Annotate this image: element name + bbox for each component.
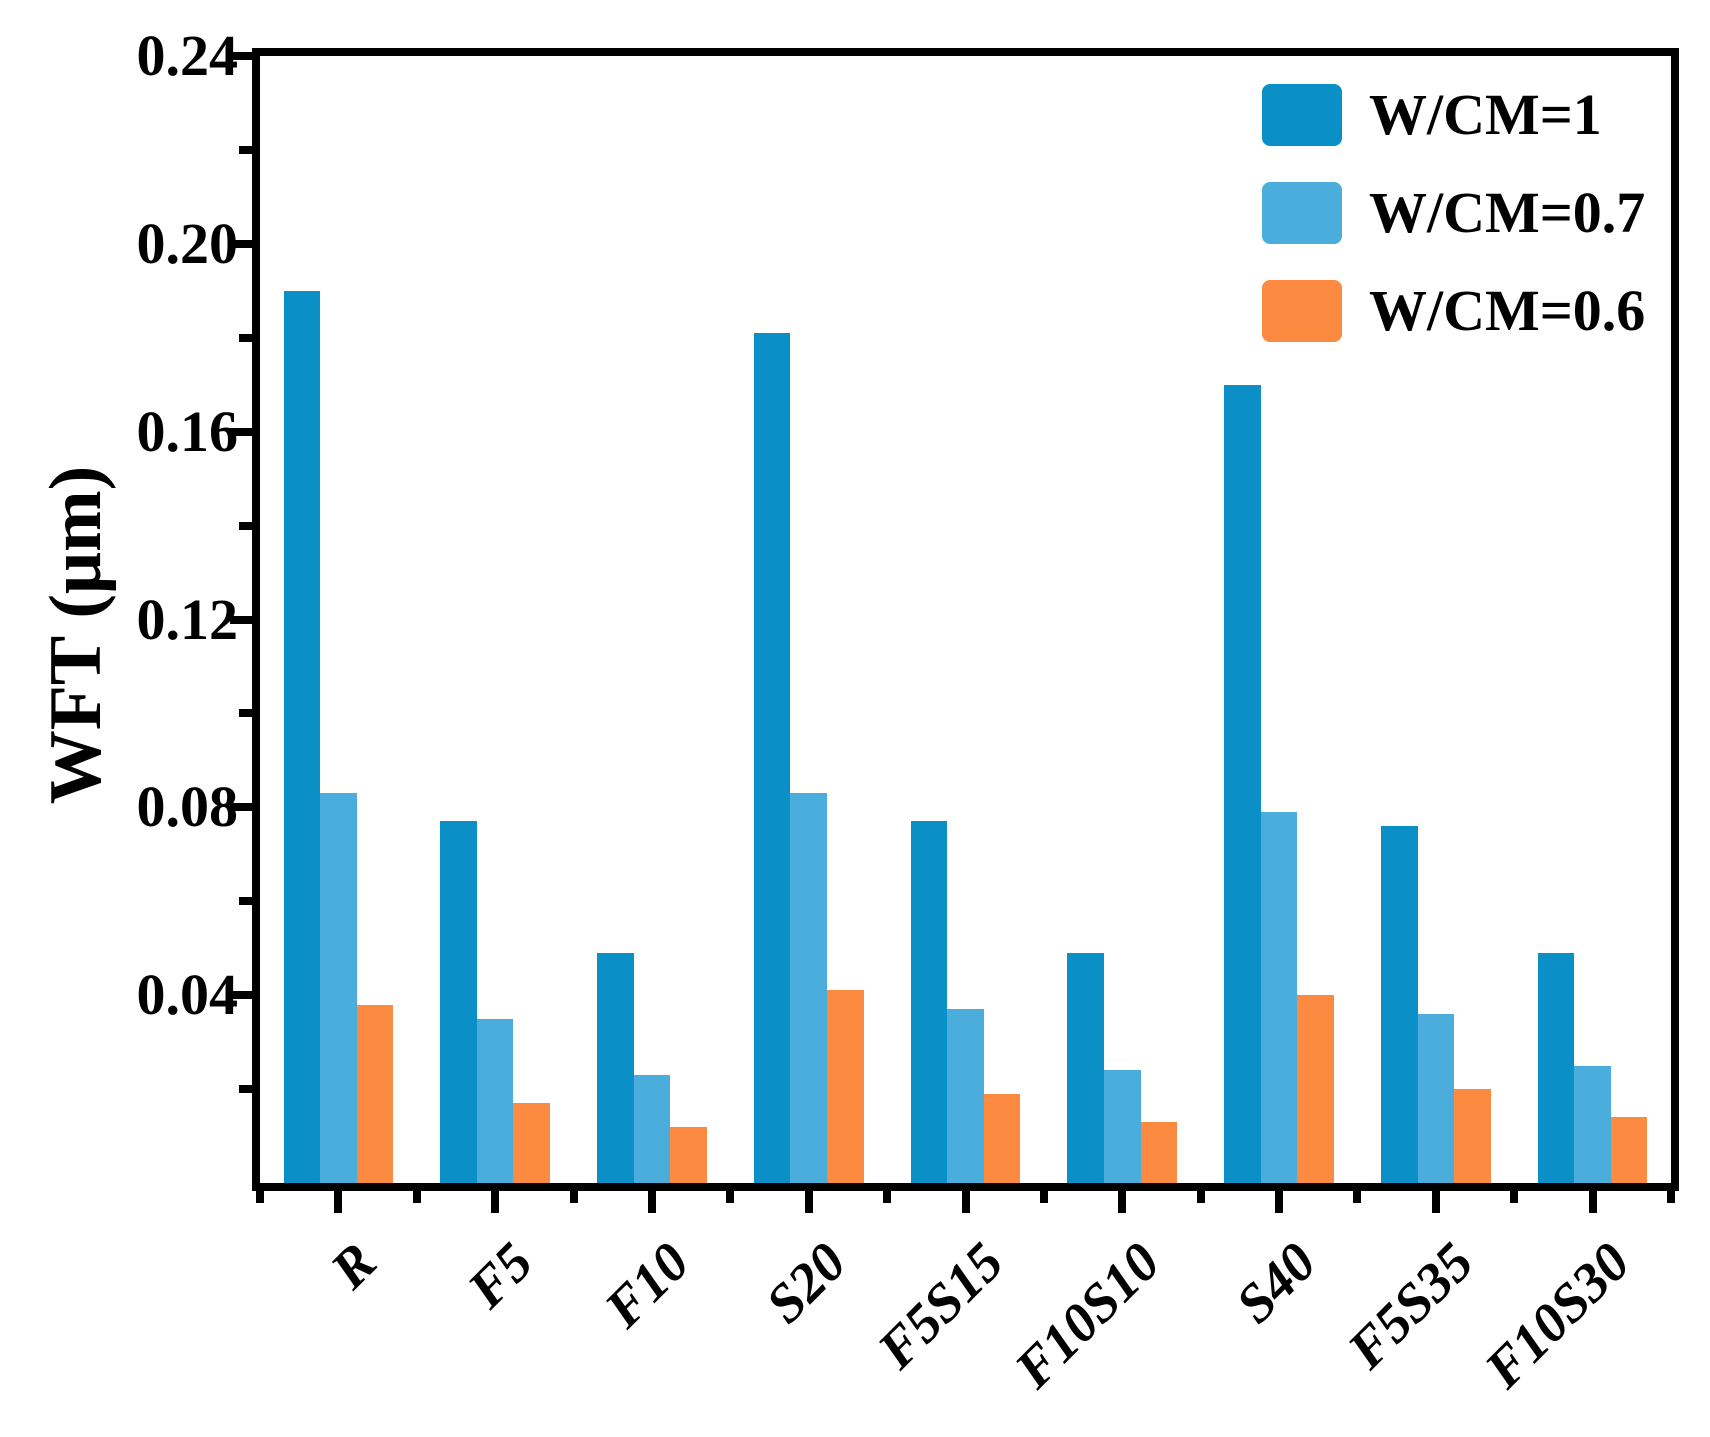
x-minor-tick xyxy=(1196,1191,1205,1203)
x-tick-label: F5S35 xyxy=(1335,1230,1485,1380)
bar-f5-w-cm-0.6 xyxy=(513,1103,551,1183)
y-minor-tick xyxy=(239,145,252,154)
x-major-tick xyxy=(804,1191,813,1213)
y-tick-label: 0.08 xyxy=(136,774,239,840)
y-minor-tick xyxy=(239,333,252,342)
legend-item: W/CM=0.6 xyxy=(1262,280,1645,342)
y-major-tick xyxy=(230,239,252,248)
x-tick-label: F5 xyxy=(455,1230,545,1320)
legend-swatch xyxy=(1262,280,1342,342)
y-minor-tick xyxy=(239,709,252,718)
y-tick-label: 0.04 xyxy=(136,962,239,1028)
x-tick-label: F10S10 xyxy=(1002,1230,1172,1400)
x-minor-tick xyxy=(1039,1191,1048,1203)
y-minor-tick xyxy=(239,521,252,530)
y-tick-label: 0.16 xyxy=(136,398,239,464)
y-major-tick xyxy=(230,615,252,624)
bar-f10s30-w-cm-0.6 xyxy=(1610,1117,1648,1183)
x-minor-tick xyxy=(1510,1191,1519,1203)
x-tick-label: F5S15 xyxy=(865,1230,1015,1380)
legend-label: W/CM=0.7 xyxy=(1369,180,1646,245)
plot-area xyxy=(252,48,1679,1191)
y-minor-tick xyxy=(239,1085,252,1094)
bar-f10-w-cm-0.7 xyxy=(633,1075,671,1183)
x-major-tick xyxy=(1275,1191,1284,1213)
x-minor-tick xyxy=(726,1191,735,1203)
x-minor-tick xyxy=(412,1191,421,1203)
legend: W/CM=1 W/CM=0.7 W/CM=0.6 xyxy=(1262,84,1645,378)
bar-f10s30-w-cm-0.7 xyxy=(1574,1065,1611,1183)
x-minor-tick xyxy=(1353,1191,1362,1203)
x-tick-label: R xyxy=(318,1230,388,1300)
bar-f5s15-w-cm-0.7 xyxy=(947,1009,984,1183)
legend-item: W/CM=0.7 xyxy=(1262,182,1645,244)
x-minor-tick xyxy=(569,1191,578,1203)
x-major-tick xyxy=(961,1191,970,1213)
bar-s20-w-cm-0.7 xyxy=(790,793,827,1183)
x-tick-label: S40 xyxy=(1224,1230,1329,1335)
bar-f5-w-cm-0.7 xyxy=(476,1018,514,1183)
bar-s40-w-cm-0.6 xyxy=(1297,995,1334,1183)
bar-f5s15-w-cm-0.6 xyxy=(983,1093,1021,1183)
bar-s40-w-cm-1 xyxy=(1224,384,1261,1183)
bar-r-w-cm-0.7 xyxy=(320,793,357,1183)
x-major-tick xyxy=(334,1191,343,1213)
x-tick-label: F10S30 xyxy=(1473,1230,1642,1400)
legend-swatch xyxy=(1262,182,1342,244)
x-minor-tick xyxy=(256,1191,264,1203)
x-tick-label: F10 xyxy=(592,1230,701,1339)
x-tick-label: S20 xyxy=(754,1230,858,1335)
bar-f10s30-w-cm-1 xyxy=(1537,952,1575,1183)
y-tick-label: 0.12 xyxy=(136,586,239,652)
bar-f5s35-w-cm-1 xyxy=(1380,826,1418,1183)
bar-r-w-cm-1 xyxy=(283,290,321,1183)
bar-f10-w-cm-1 xyxy=(597,952,634,1183)
x-minor-tick xyxy=(1667,1191,1675,1203)
y-major-tick xyxy=(230,803,252,812)
y-major-tick xyxy=(230,52,252,60)
x-minor-tick xyxy=(883,1191,892,1203)
bar-f5s15-w-cm-1 xyxy=(910,821,948,1183)
bar-f5s35-w-cm-0.7 xyxy=(1417,1013,1455,1183)
bar-f10s10-w-cm-1 xyxy=(1067,952,1104,1183)
x-major-tick xyxy=(1118,1191,1127,1213)
bar-f5s35-w-cm-0.6 xyxy=(1454,1089,1491,1183)
legend-swatch xyxy=(1262,84,1342,146)
bar-s40-w-cm-0.7 xyxy=(1260,812,1298,1183)
bar-f10s10-w-cm-0.7 xyxy=(1103,1070,1141,1183)
bar-s20-w-cm-1 xyxy=(753,333,791,1183)
bar-s20-w-cm-0.6 xyxy=(827,990,864,1183)
y-tick-label: 0.24 xyxy=(136,23,239,88)
y-major-tick xyxy=(230,991,252,1000)
legend-label: W/CM=1 xyxy=(1369,82,1602,147)
y-minor-tick xyxy=(239,897,252,906)
bar-f10-w-cm-0.6 xyxy=(670,1126,707,1183)
bar-f10s10-w-cm-0.6 xyxy=(1140,1121,1178,1183)
bar-r-w-cm-0.6 xyxy=(356,1004,394,1183)
legend-label: W/CM=0.6 xyxy=(1369,278,1646,343)
x-major-tick xyxy=(491,1191,500,1213)
y-major-tick xyxy=(230,427,252,436)
x-major-tick xyxy=(1431,1191,1440,1213)
y-tick-label: 0.20 xyxy=(136,210,239,276)
bar-f5-w-cm-1 xyxy=(440,821,477,1183)
x-major-tick xyxy=(647,1191,656,1213)
x-major-tick xyxy=(1588,1191,1597,1213)
legend-item: W/CM=1 xyxy=(1262,84,1645,146)
